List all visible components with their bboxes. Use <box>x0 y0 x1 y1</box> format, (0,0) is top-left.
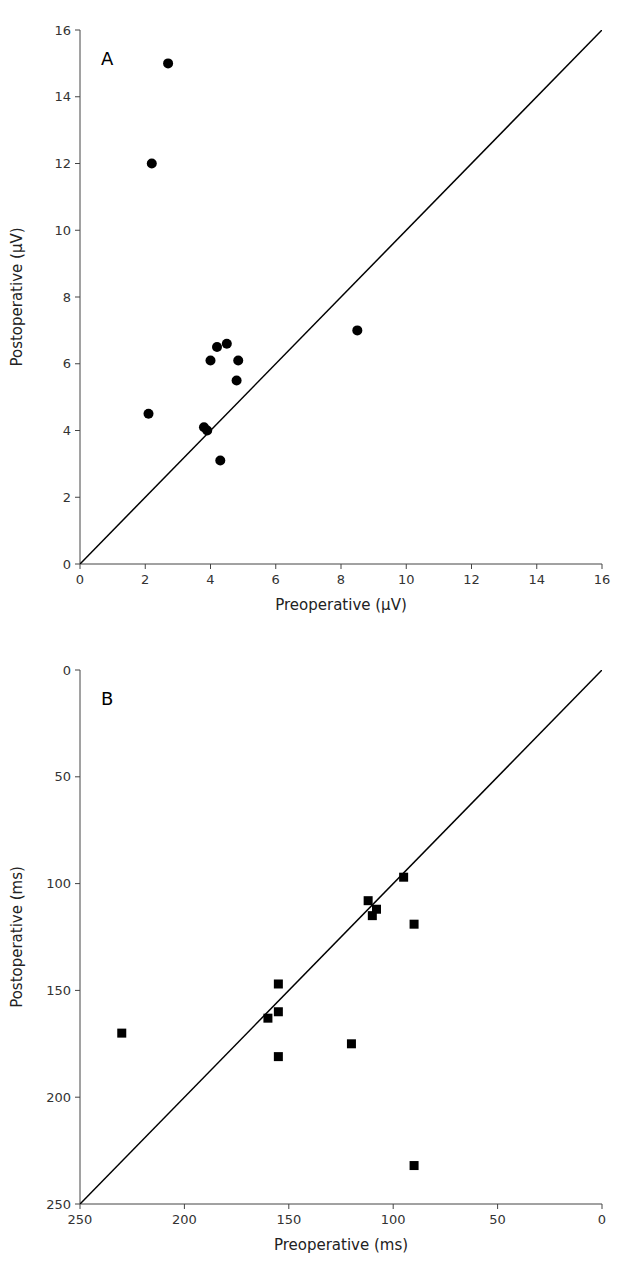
x-tick <box>602 564 603 569</box>
scatter-point <box>274 1007 283 1016</box>
y-axis-label: Postoperative (μV) <box>8 227 26 366</box>
scatter-point <box>399 873 408 882</box>
y-tick <box>75 564 80 565</box>
y-tick-label: 150 <box>46 983 71 998</box>
scatter-point <box>215 456 225 466</box>
x-tick-label: 100 <box>381 1212 406 1227</box>
x-tick <box>145 564 146 569</box>
y-tick-label: 16 <box>54 23 71 38</box>
scatter-point <box>233 355 243 365</box>
x-tick-label: 200 <box>172 1212 197 1227</box>
y-tick-label: 2 <box>63 490 71 505</box>
panel-label: B <box>101 688 113 709</box>
scatter-point <box>222 339 232 349</box>
scatter-point <box>163 58 173 68</box>
x-tick <box>80 564 81 569</box>
scatter-point <box>347 1039 356 1048</box>
scatter-point <box>364 896 373 905</box>
scatter-point <box>263 1014 272 1023</box>
y-tick-label: 14 <box>54 89 71 104</box>
plot-area <box>80 670 602 1204</box>
y-tick-label: 100 <box>46 876 71 891</box>
panel: 250 200 150 100 50 0 0 50 100 150 200 250 Preoperati… <box>8 663 606 1255</box>
y-tick-label: 250 <box>46 1197 71 1212</box>
identity-line <box>80 30 602 564</box>
y-tick-label: 0 <box>63 663 71 678</box>
x-tick-label: 6 <box>272 572 280 587</box>
x-tick <box>497 1204 498 1209</box>
x-tick-label: 4 <box>206 572 214 587</box>
scatter-point <box>117 1029 126 1038</box>
y-tick <box>75 776 80 777</box>
x-tick <box>288 1204 289 1209</box>
x-tick <box>393 1204 394 1209</box>
figure: 0 2 4 6 8 10 12 14 16 0 2 4 6 8 10 12 14 16 Preoperative (… <box>0 0 626 1280</box>
x-tick-label: 150 <box>276 1212 301 1227</box>
scatter-point <box>206 355 216 365</box>
scatter-point <box>274 979 283 988</box>
y-tick <box>75 30 80 31</box>
x-tick-label: 0 <box>76 572 84 587</box>
y-tick <box>75 297 80 298</box>
y-tick <box>75 670 80 671</box>
scatter-point <box>212 342 222 352</box>
scatter-point <box>202 426 212 436</box>
y-tick <box>75 883 80 884</box>
scatter-point <box>274 1052 283 1061</box>
y-tick-label: 6 <box>63 356 71 371</box>
y-tick-label: 0 <box>63 557 71 572</box>
scatter-point <box>144 409 154 419</box>
y-axis-label: Postoperative (ms) <box>8 866 26 1008</box>
x-tick-label: 10 <box>398 572 415 587</box>
y-tick-label: 12 <box>54 156 71 171</box>
y-tick <box>75 363 80 364</box>
x-tick-label: 16 <box>594 572 611 587</box>
x-axis <box>80 1204 602 1205</box>
x-tick-label: 50 <box>489 1212 506 1227</box>
x-tick <box>406 564 407 569</box>
x-tick <box>602 1204 603 1209</box>
y-tick <box>75 163 80 164</box>
scatter-point <box>147 159 157 169</box>
x-tick-label: 250 <box>68 1212 93 1227</box>
scatter-point <box>352 325 362 335</box>
x-tick-label: 8 <box>337 572 345 587</box>
panel-label: A <box>101 48 114 69</box>
scatter-point <box>372 905 381 914</box>
x-tick <box>536 564 537 569</box>
x-tick-label: 14 <box>528 572 545 587</box>
scatter-point <box>410 920 419 929</box>
x-tick-label: 12 <box>463 572 480 587</box>
y-tick <box>75 230 80 231</box>
y-tick <box>75 1097 80 1098</box>
y-tick <box>75 430 80 431</box>
x-tick <box>80 1204 81 1209</box>
y-tick-label: 50 <box>54 769 71 784</box>
y-tick-label: 10 <box>54 223 71 238</box>
plot-area <box>80 30 602 564</box>
y-tick-label: 8 <box>63 290 71 305</box>
y-tick-label: 200 <box>46 1090 71 1105</box>
x-tick <box>184 1204 185 1209</box>
x-axis-label: Preoperative (ms) <box>274 1236 408 1254</box>
identity-line <box>80 670 602 1204</box>
x-tick-label: 0 <box>598 1212 606 1227</box>
y-axis <box>80 670 81 1204</box>
x-tick-label: 2 <box>141 572 149 587</box>
panel: 0 2 4 6 8 10 12 14 16 0 2 4 6 8 10 12 14 16 Preoperative (… <box>8 23 610 615</box>
x-tick <box>341 564 342 569</box>
x-tick <box>275 564 276 569</box>
x-tick <box>210 564 211 569</box>
x-axis-label: Preoperative (μV) <box>275 596 407 614</box>
x-tick <box>471 564 472 569</box>
y-tick-label: 4 <box>63 423 71 438</box>
y-tick <box>75 1204 80 1205</box>
scatter-point <box>410 1161 419 1170</box>
y-tick <box>75 497 80 498</box>
y-tick <box>75 96 80 97</box>
scatter-point <box>232 375 242 385</box>
y-tick <box>75 990 80 991</box>
